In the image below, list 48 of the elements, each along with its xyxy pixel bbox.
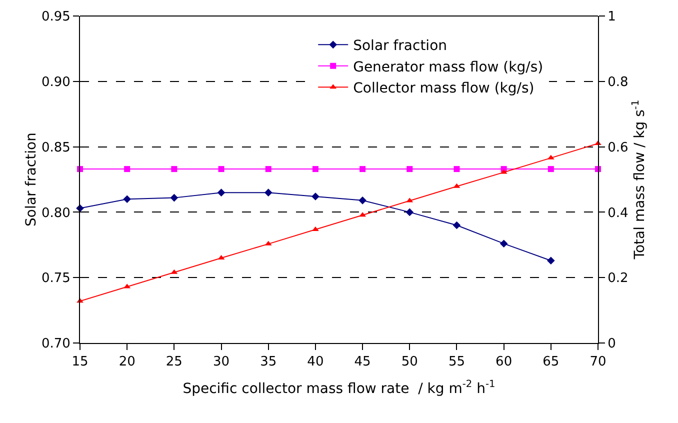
point bbox=[264, 188, 272, 196]
y-tick-label: 0.70 bbox=[41, 336, 70, 352]
point bbox=[170, 194, 178, 202]
x-tick-label: 55 bbox=[448, 354, 466, 370]
legend-label: Generator mass flow (kg/s) bbox=[353, 59, 544, 76]
point bbox=[360, 166, 366, 172]
point bbox=[123, 195, 131, 204]
point bbox=[406, 208, 414, 216]
y-tick-label: 0.75 bbox=[41, 271, 70, 286]
x-tick-label: 35 bbox=[260, 354, 277, 370]
point bbox=[265, 166, 272, 172]
point bbox=[218, 166, 224, 172]
point bbox=[217, 188, 226, 196]
x-tick-label: 70 bbox=[590, 354, 606, 370]
y-tick-label: 0.85 bbox=[41, 140, 70, 156]
point bbox=[406, 166, 413, 172]
y2-tick-label: 1 bbox=[608, 10, 616, 25]
point bbox=[358, 196, 366, 204]
y2-tick-label: 0.4 bbox=[608, 206, 628, 221]
x-tick-label: 20 bbox=[118, 354, 136, 370]
x-tick-label: 40 bbox=[307, 354, 324, 370]
point bbox=[312, 192, 320, 200]
point bbox=[547, 256, 555, 264]
point bbox=[171, 166, 178, 172]
point bbox=[454, 166, 460, 172]
x-tick-label: 45 bbox=[354, 354, 371, 370]
x-axis-title: Specific collector mass flow rate / kg m$^{-2}$ h$^{-1}$ bbox=[182, 379, 496, 397]
legend-label: Solar fraction bbox=[353, 38, 448, 54]
y-axis-title: Solar fraction bbox=[23, 132, 40, 226]
y2-tick-label: 0.8 bbox=[608, 74, 628, 90]
y2-tick-label: 0.6 bbox=[608, 140, 628, 156]
y2-tick-label: 0.2 bbox=[608, 271, 628, 286]
y-tick-label: 0.80 bbox=[41, 206, 70, 221]
x-tick-label: 50 bbox=[401, 354, 418, 370]
x-tick-label: 65 bbox=[542, 354, 560, 370]
x-tick-label: 15 bbox=[72, 354, 88, 370]
y-tick-label: 0.95 bbox=[41, 10, 70, 25]
point bbox=[312, 166, 318, 172]
point bbox=[500, 240, 508, 248]
point bbox=[548, 166, 554, 172]
point bbox=[124, 166, 130, 172]
point bbox=[452, 221, 461, 230]
legend-label: Collector mass flow (kg/s) bbox=[353, 80, 534, 97]
x-tick-label: 30 bbox=[212, 354, 230, 370]
y-tick-label: 0.90 bbox=[41, 74, 70, 90]
x-tick-label: 25 bbox=[166, 354, 182, 370]
y2-tick-label: 0 bbox=[608, 336, 616, 352]
x-tick-label: 60 bbox=[496, 354, 512, 370]
